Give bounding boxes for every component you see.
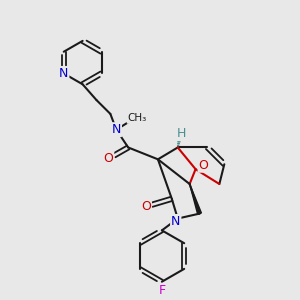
Polygon shape	[190, 184, 201, 214]
Text: O: O	[141, 200, 151, 213]
Text: CH₃: CH₃	[128, 113, 147, 123]
Text: N: N	[112, 123, 121, 136]
Text: N: N	[59, 67, 68, 80]
Text: O: O	[199, 159, 208, 172]
Text: O: O	[103, 152, 113, 165]
Text: N: N	[171, 215, 180, 228]
Text: H: H	[177, 127, 186, 140]
Text: F: F	[158, 284, 166, 297]
